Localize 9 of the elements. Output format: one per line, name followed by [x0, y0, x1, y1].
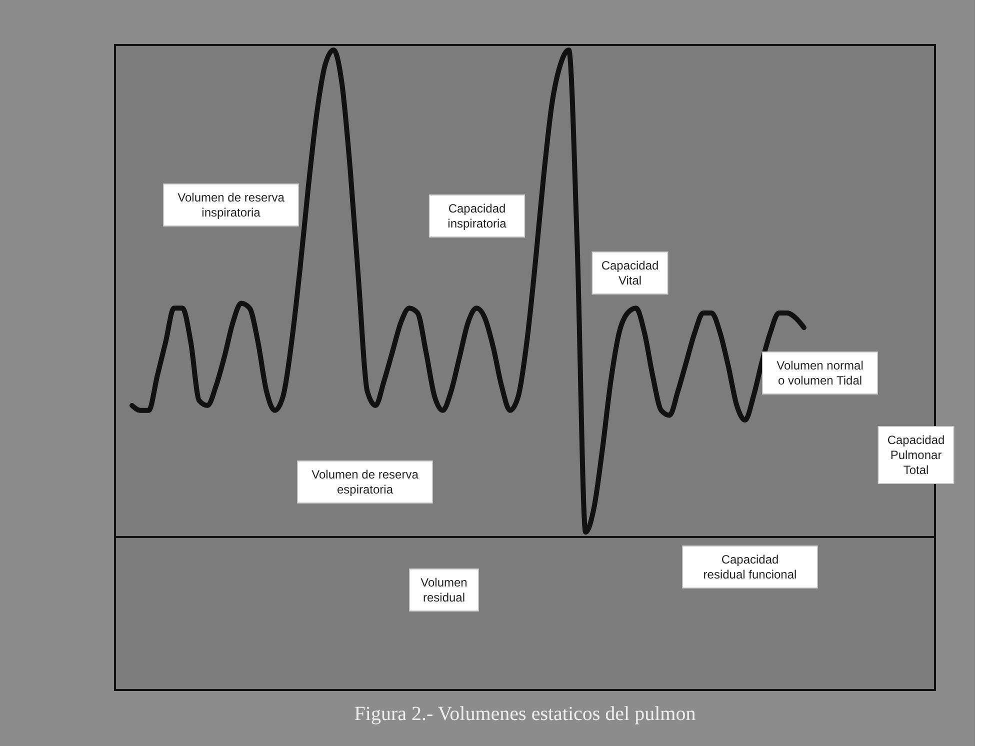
- text: Capacidad Pulmonar Total: [887, 433, 945, 477]
- text: Capacidad residual funcional: [703, 552, 797, 582]
- text: Volumen residual: [420, 576, 468, 604]
- text: Figura 2.- Volumenes estaticos del pulmon: [354, 703, 696, 725]
- annotation: Capacidad inspiratoria: [448, 202, 507, 230]
- annotation: Capacidad Vital: [601, 258, 659, 288]
- annotation: Volumen normal o volumen Tidal: [776, 358, 864, 388]
- annotation: Volumen de reserva inspiratoria: [178, 190, 285, 220]
- annotation: Volumen de reserva espiratoria: [312, 468, 419, 496]
